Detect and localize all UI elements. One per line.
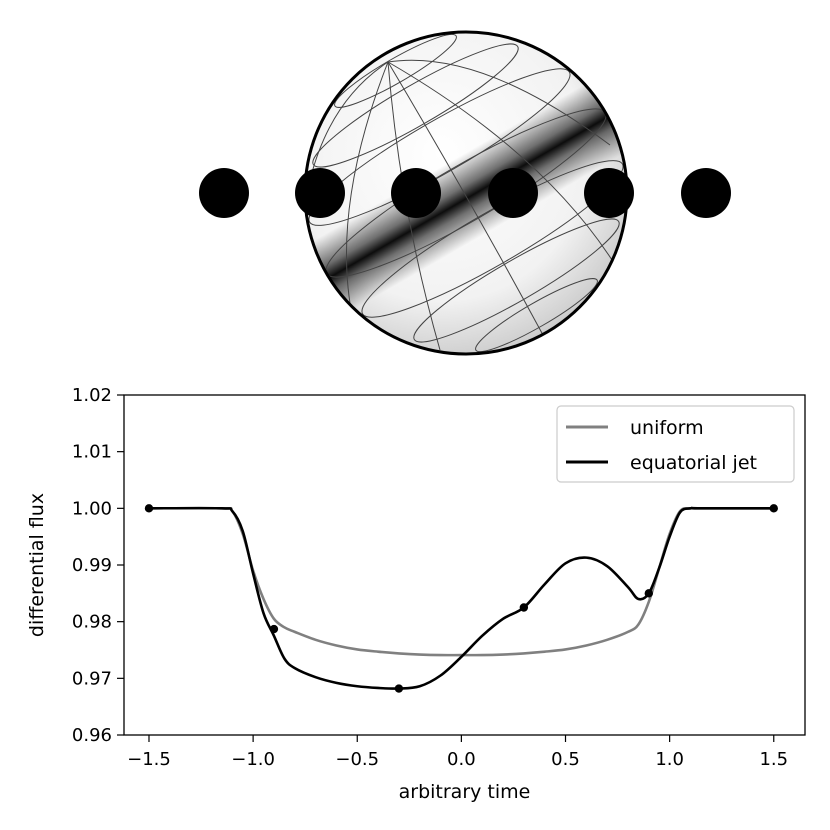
legend-label-equatorial-jet: equatorial jet [630,452,757,474]
plot-lines [148,506,774,690]
x-tick-label: −1.5 [127,749,171,770]
x-tick-label: −0.5 [335,749,379,770]
y-tick-label: 0.96 [72,725,112,746]
y-tick-label: 1.00 [72,498,112,519]
legend: uniform equatorial jet [556,405,795,483]
plot-markers [144,504,778,693]
transit-disk [391,168,441,218]
equatorial-jet-band [305,55,627,335]
transit-marker [519,603,529,612]
transit-marker [394,684,404,693]
y-tick-label: 1.01 [72,442,112,463]
transit-marker [144,504,154,513]
x-tick-label: 0.0 [447,749,476,770]
transit-disk [295,168,345,218]
x-axis-label: arbitrary time [399,781,531,803]
y-tick-label: 0.97 [72,668,112,689]
x-tick-label: 0.5 [551,749,580,770]
y-tick-label: 0.99 [72,555,112,576]
planet-illustration [199,30,731,356]
transit-marker [644,589,654,598]
y-axis: 0.96 0.97 0.98 0.99 1.00 1.01 1.02 [72,385,124,746]
x-tick-label: 1.5 [759,749,788,770]
y-axis-label: differential flux [26,493,48,637]
x-tick-label: 1.0 [655,749,684,770]
transit-disk [584,168,634,218]
legend-label-uniform: uniform [630,417,704,439]
transit-disk [488,168,538,218]
series-line-equatorial-jet [148,506,774,690]
y-tick-label: 0.98 [72,612,112,633]
transit-disk [681,168,731,218]
transit-marker [769,504,778,513]
transit-disk [199,168,249,218]
y-tick-label: 1.02 [72,385,112,406]
legend-box [556,405,795,483]
transit-disks [199,168,731,218]
transit-marker [269,624,279,634]
x-axis: −1.5 −1.0 −0.5 0.0 0.5 1.0 1.5 [127,735,788,770]
x-tick-label: −1.0 [231,749,275,770]
